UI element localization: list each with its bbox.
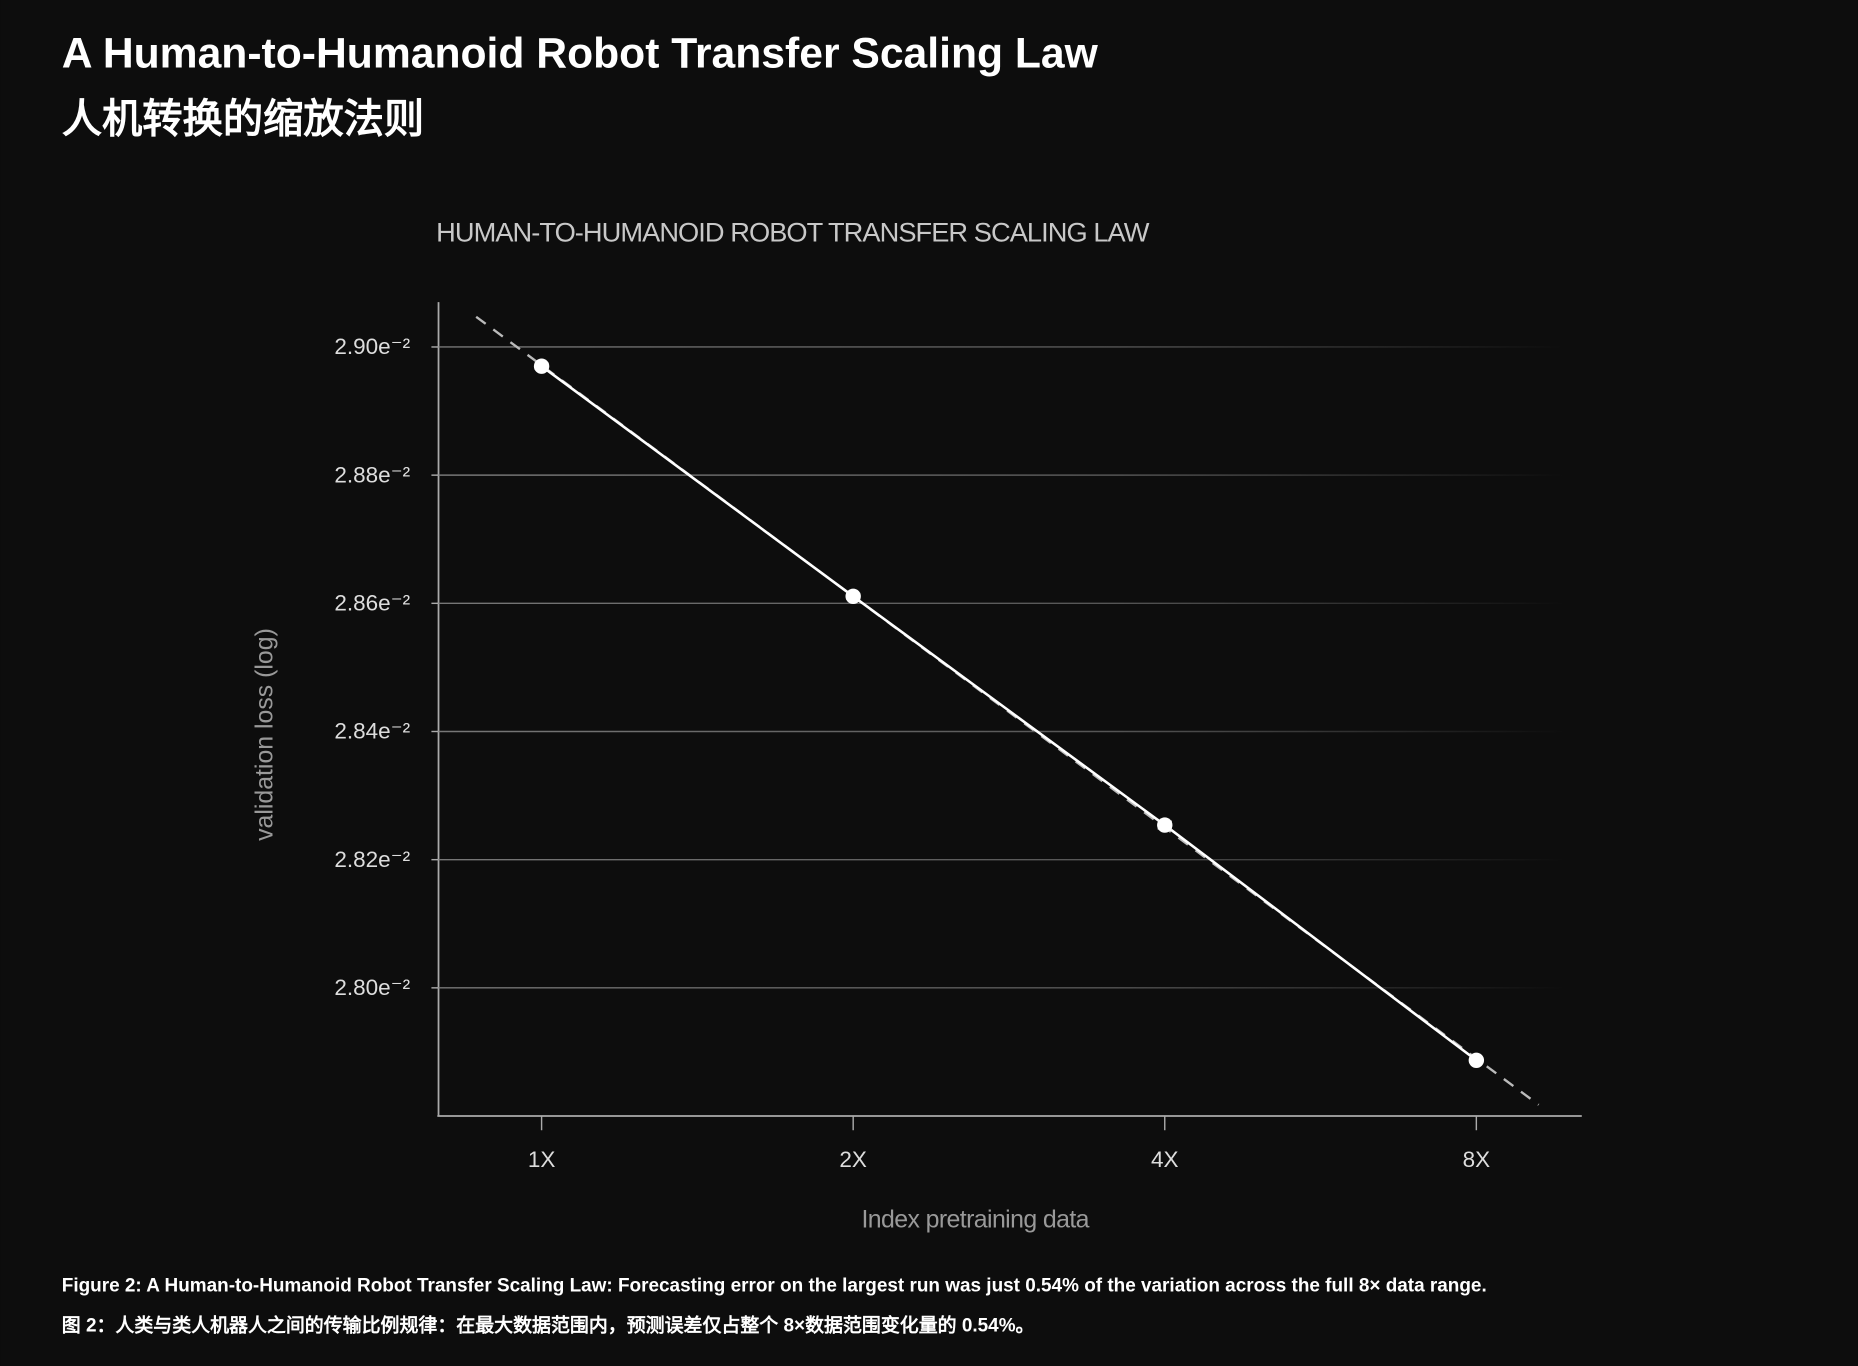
y-tick-label: 2.80e⁻² bbox=[334, 975, 410, 1000]
y-tick-label: 2.88e⁻² bbox=[334, 462, 410, 487]
y-axis-label: validation loss (log) bbox=[251, 628, 279, 841]
page-subtitle: 人机转换的缩放法则 bbox=[62, 97, 424, 142]
x-tick-label: 1X bbox=[528, 1147, 556, 1172]
x-tick-label: 4X bbox=[1151, 1147, 1179, 1172]
data-point bbox=[1157, 817, 1173, 833]
y-tick-label: 2.82e⁻² bbox=[334, 847, 410, 872]
y-tick-label: 2.84e⁻² bbox=[334, 719, 410, 744]
caption-zh: 图 2：人类与类人机器人之间的传输比例规律：在最大数据范围内，预测误差仅占整个 … bbox=[62, 1314, 1035, 1337]
caption-en: Figure 2: A Human-to-Humanoid Robot Tran… bbox=[62, 1275, 1487, 1296]
data-point bbox=[533, 358, 550, 374]
data-point bbox=[845, 588, 861, 604]
y-tick-label: 2.86e⁻² bbox=[334, 590, 410, 615]
chart-title: HUMAN-TO-HUMANOID ROBOT TRANSFER SCALING… bbox=[436, 217, 1150, 248]
x-tick-label: 8X bbox=[1463, 1147, 1491, 1172]
series-line bbox=[540, 365, 1478, 1062]
x-axis-label: Index pretraining data bbox=[861, 1205, 1089, 1233]
y-tick-label: 2.90e⁻² bbox=[334, 334, 410, 359]
data-point bbox=[1468, 1052, 1485, 1068]
x-tick-label: 2X bbox=[839, 1147, 867, 1172]
page-title: A Human-to-Humanoid Robot Transfer Scali… bbox=[62, 30, 1099, 78]
